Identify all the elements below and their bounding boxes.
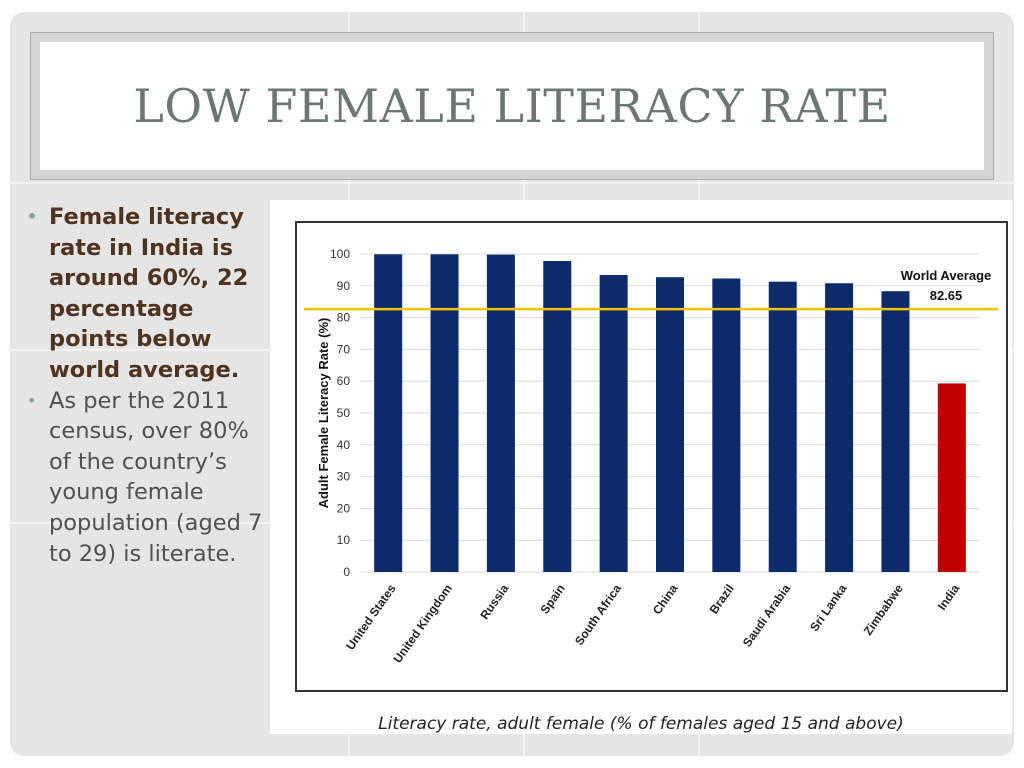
y-tick-label: 70 (337, 342, 351, 356)
bar-russia (486, 254, 515, 573)
title-frame: LOW FEMALE LITERACY RATE (30, 32, 994, 180)
y-axis-label: Adult Female Literacy Rate (%) (316, 318, 331, 509)
y-tick-label: 50 (337, 406, 351, 420)
slide: LOW FEMALE LITERACY RATE • Female litera… (10, 12, 1014, 756)
bar-sri-lanka (825, 283, 854, 572)
y-tick-label: 0 (343, 565, 350, 579)
bar-spain (543, 260, 572, 572)
bar-india (937, 383, 966, 572)
bar-chart: 0 10 20 30 40 50 60 70 80 90 100 Adult Female Liter… (295, 221, 1008, 692)
title-box: LOW FEMALE LITERACY RATE (40, 42, 984, 170)
bullet-item-1: • Female literacy rate in India is aroun… (24, 202, 264, 386)
bar-zimbabwe (881, 291, 910, 572)
background-gridline (10, 182, 1014, 184)
bullet-icon: • (27, 390, 37, 410)
bullet-text-2: As per the 2011 census, over 80% of the … (49, 387, 263, 567)
bullet-item-2: • As per the 2011 census, over 80% of th… (24, 386, 264, 570)
y-tick-label: 10 (337, 533, 351, 547)
bullet-list: • Female literacy rate in India is aroun… (24, 202, 264, 569)
bar-china (656, 277, 684, 572)
world-average-value: 82.65 (930, 288, 963, 303)
y-tick-label: 20 (337, 501, 351, 515)
y-tick-label: 60 (337, 374, 351, 388)
chart-card: 0 10 20 30 40 50 60 70 80 90 100 Adult Female Liter… (270, 200, 1012, 734)
bar-united-kingdom (430, 254, 459, 572)
y-tick-label: 40 (337, 438, 351, 452)
slide-title: LOW FEMALE LITERACY RATE (133, 79, 891, 133)
bullet-icon: • (27, 207, 38, 226)
bar-saudi-arabia (768, 281, 797, 572)
y-tick-label: 80 (337, 311, 351, 325)
y-tick-label: 100 (330, 247, 350, 261)
chart-caption: Literacy rate, adult female (% of female… (378, 714, 904, 734)
bullet-text-1: Female literacy rate in India is around … (49, 204, 249, 383)
y-tick-label: 30 (337, 470, 351, 484)
bar-brazil (712, 278, 741, 572)
y-tick-label: 90 (337, 279, 351, 293)
world-average-label: World Average (901, 268, 992, 283)
bar-united-states (374, 254, 403, 572)
bar-south-africa (599, 274, 628, 572)
